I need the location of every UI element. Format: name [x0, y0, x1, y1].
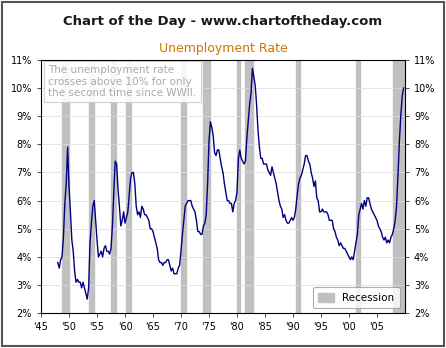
Text: Unemployment Rate: Unemployment Rate	[159, 42, 287, 55]
Bar	[355, 60, 360, 313]
Bar	[126, 60, 131, 313]
Bar	[393, 60, 404, 313]
Bar	[203, 60, 210, 313]
Bar	[89, 60, 94, 313]
Text: The unemployment rate
crosses above 10% for only
the second time since WWII.: The unemployment rate crosses above 10% …	[48, 65, 196, 98]
Bar	[237, 60, 240, 313]
Bar	[62, 60, 69, 313]
Bar	[112, 60, 116, 313]
Legend: Recession: Recession	[313, 287, 400, 308]
Bar	[181, 60, 186, 313]
Bar	[245, 60, 253, 313]
Text: Chart of the Day - www.chartoftheday.com: Chart of the Day - www.chartoftheday.com	[63, 15, 383, 28]
Bar	[296, 60, 300, 313]
